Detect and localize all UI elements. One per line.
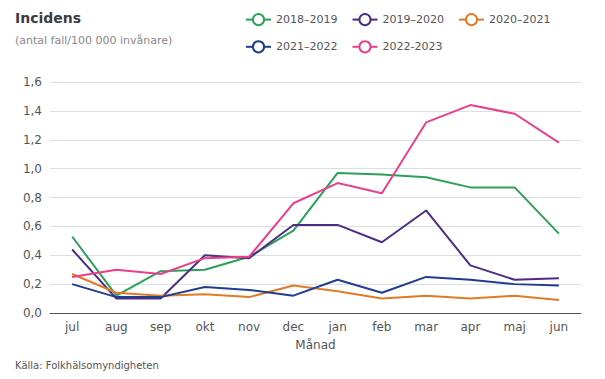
svg-text:0,6: 0,6 [23, 219, 42, 233]
svg-text:2020–2021: 2020–2021 [489, 13, 550, 26]
svg-text:mar: mar [414, 320, 438, 334]
svg-text:2021–2022: 2021–2022 [276, 40, 338, 53]
svg-text:jun: jun [549, 320, 569, 334]
svg-text:sep: sep [150, 320, 171, 334]
svg-text:maj: maj [503, 320, 525, 334]
svg-text:2022-2023: 2022-2023 [382, 40, 442, 53]
svg-text:Månad: Månad [295, 338, 335, 352]
svg-text:0,4: 0,4 [23, 248, 42, 262]
svg-text:Incidens: Incidens [15, 10, 81, 26]
svg-text:0,2: 0,2 [23, 277, 42, 291]
svg-text:2018–2019: 2018–2019 [276, 13, 338, 26]
svg-text:1,6: 1,6 [23, 75, 42, 89]
svg-text:Källa: Folkhälsomyndigheten: Källa: Folkhälsomyndigheten [15, 360, 159, 371]
svg-text:apr: apr [460, 320, 480, 334]
svg-text:(antal fall/100 000 invånare): (antal fall/100 000 invånare) [15, 34, 172, 47]
svg-text:jul: jul [64, 320, 79, 334]
svg-text:1,0: 1,0 [23, 162, 42, 176]
svg-text:1,4: 1,4 [23, 104, 42, 118]
svg-text:0,8: 0,8 [23, 191, 42, 205]
svg-text:nov: nov [238, 320, 260, 334]
svg-text:okt: okt [195, 320, 214, 334]
svg-text:2019–2020: 2019–2020 [382, 13, 444, 26]
svg-text:0,0: 0,0 [23, 306, 42, 320]
svg-text:aug: aug [105, 320, 128, 334]
svg-text:dec: dec [283, 320, 305, 334]
svg-text:1,2: 1,2 [23, 133, 42, 147]
svg-text:jan: jan [327, 320, 346, 334]
svg-text:feb: feb [372, 320, 391, 334]
